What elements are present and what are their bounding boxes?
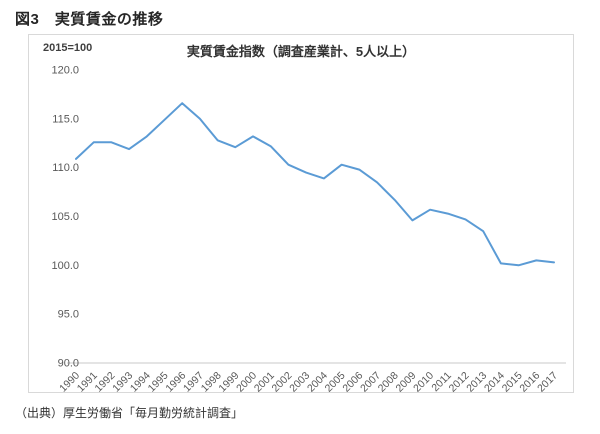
y-axis-tick-label: 100.0 — [51, 260, 79, 272]
chart-container: 2015=100 実質賃金指数（調査産業計、5人以上） 90.0 95.0 100.… — [28, 34, 574, 393]
y-axis-tick-label: 90.0 — [58, 358, 79, 370]
y-axis-tick-label: 110.0 — [52, 162, 79, 174]
axis-unit-note: 2015=100 — [43, 42, 93, 54]
real-wage-index-line — [75, 102, 555, 267]
y-axis-tick-label: 120.0 — [51, 65, 79, 77]
y-axis-tick-label: 115.0 — [52, 113, 79, 125]
y-axis-tick-label: 95.0 — [58, 309, 79, 321]
figure-title: 図3 実質賃金の推移 — [15, 11, 164, 28]
chart-title: 実質賃金指数（調査産業計、5人以上） — [186, 44, 416, 59]
y-axis-tick-label: 105.0 — [51, 211, 79, 223]
real-wage-line-chart: 90.095.0100.0105.0110.0115.0120.01990199… — [51, 65, 566, 392]
source-note: （出典）厚生労働省「毎月勤労統計調査」 — [15, 406, 244, 420]
